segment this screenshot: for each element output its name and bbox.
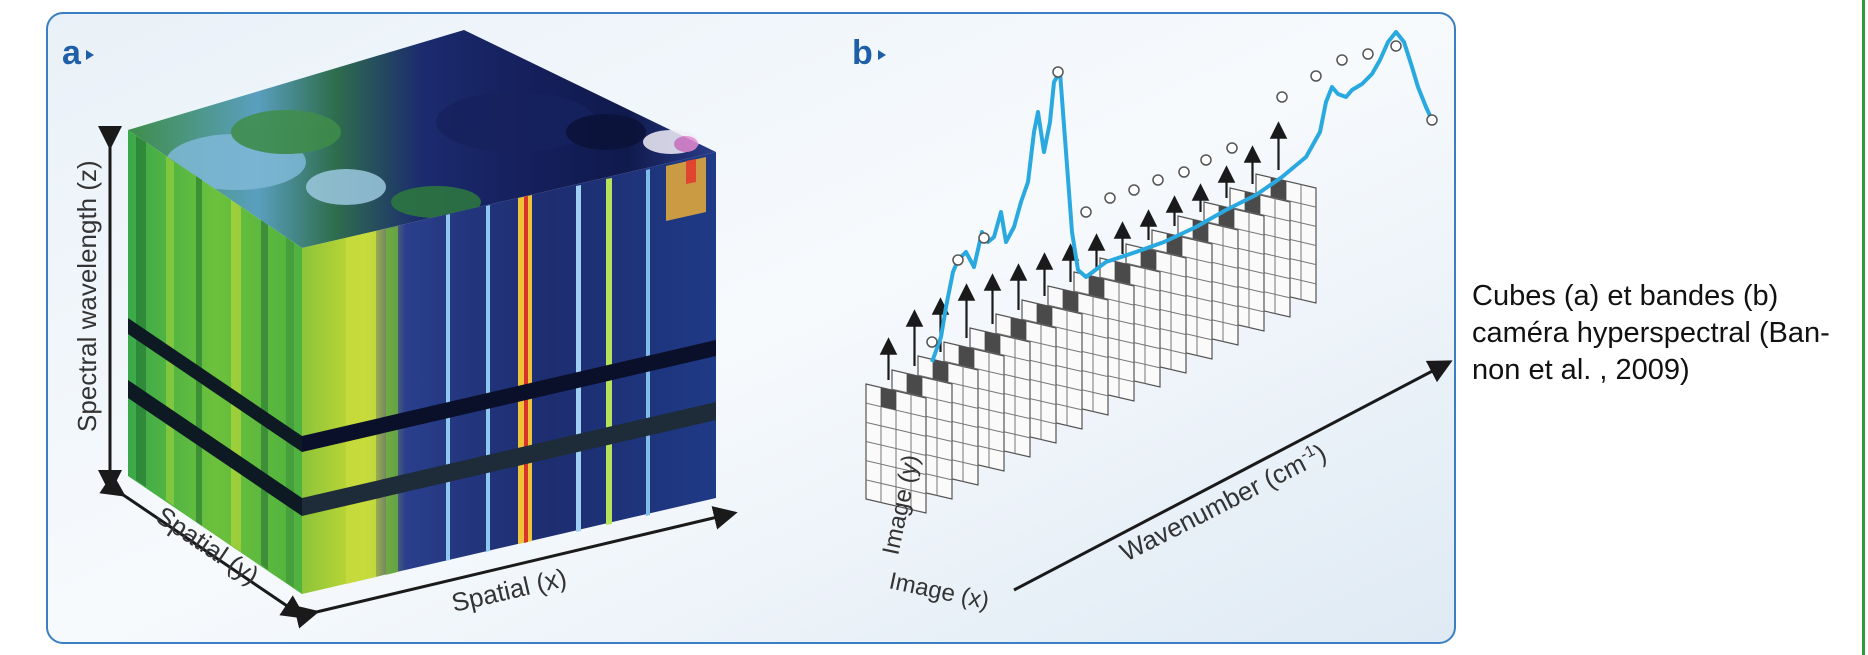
spectrum-sample-point: [1310, 70, 1322, 82]
wavenumber-axis-arrow: [1013, 360, 1453, 592]
spectrum-sample-points: [926, 40, 1438, 348]
wavenumber-label-sup: -1: [1298, 442, 1318, 464]
figure-caption: Cubes (a) et bandes (b) caméra hyperspec…: [1472, 278, 1832, 389]
hyperspectral-figure: a: [46, 12, 1456, 644]
panel-b-letter: b: [852, 34, 873, 72]
spectrum-sample-point: [952, 254, 964, 266]
panel-b-letter-marker: [878, 50, 886, 60]
spectrum-sample-point: [978, 232, 990, 244]
spectrum-sample-point: [926, 336, 938, 348]
spectrum-sample-point: [1226, 142, 1238, 154]
image-band-frame: [865, 383, 927, 514]
cube-left-dark-band-1: [128, 318, 302, 452]
y-axis-arrow: [99, 473, 306, 619]
spectrum-sample-point: [1336, 54, 1348, 66]
band-arrows: [879, 121, 1288, 380]
x-axis-arrow: [293, 506, 738, 629]
page-right-rule: [1862, 0, 1865, 655]
spectrum-sample-point: [1104, 192, 1116, 204]
spectrum-sample-point: [1080, 206, 1092, 218]
cube-top-face: [128, 30, 716, 248]
caption-line-3: non et al. , 2009): [1472, 354, 1690, 386]
spectrum-sample-point: [1178, 166, 1190, 178]
panel-a: a: [62, 30, 738, 629]
spectrum-sample-point: [1052, 66, 1064, 78]
panel-a-letter-marker: [86, 50, 94, 60]
spectrum-sample-point: [1362, 48, 1374, 60]
spectrum-sample-point: [1152, 174, 1164, 186]
spectrum-sample-point: [1200, 154, 1212, 166]
caption-line-2: caméra hyperspectral (Ban-: [1472, 317, 1830, 349]
spectrum-sample-point: [1426, 114, 1438, 126]
spectrum-sample-point: [1390, 40, 1402, 52]
caption-line-1: Cubes (a) et bandes (b): [1472, 280, 1779, 312]
panel-a-letter: a: [62, 34, 82, 72]
image-band-stack: [865, 173, 1317, 514]
cube-top-texture: [166, 92, 699, 218]
spectrum-sample-point: [1276, 91, 1288, 103]
z-axis-label: Spectral wavelength (z): [72, 160, 102, 432]
cube-front-dark-band-2: [302, 402, 716, 516]
cube-front-dark-band-1: [302, 340, 716, 452]
spectrum-sample-point: [1128, 184, 1140, 196]
